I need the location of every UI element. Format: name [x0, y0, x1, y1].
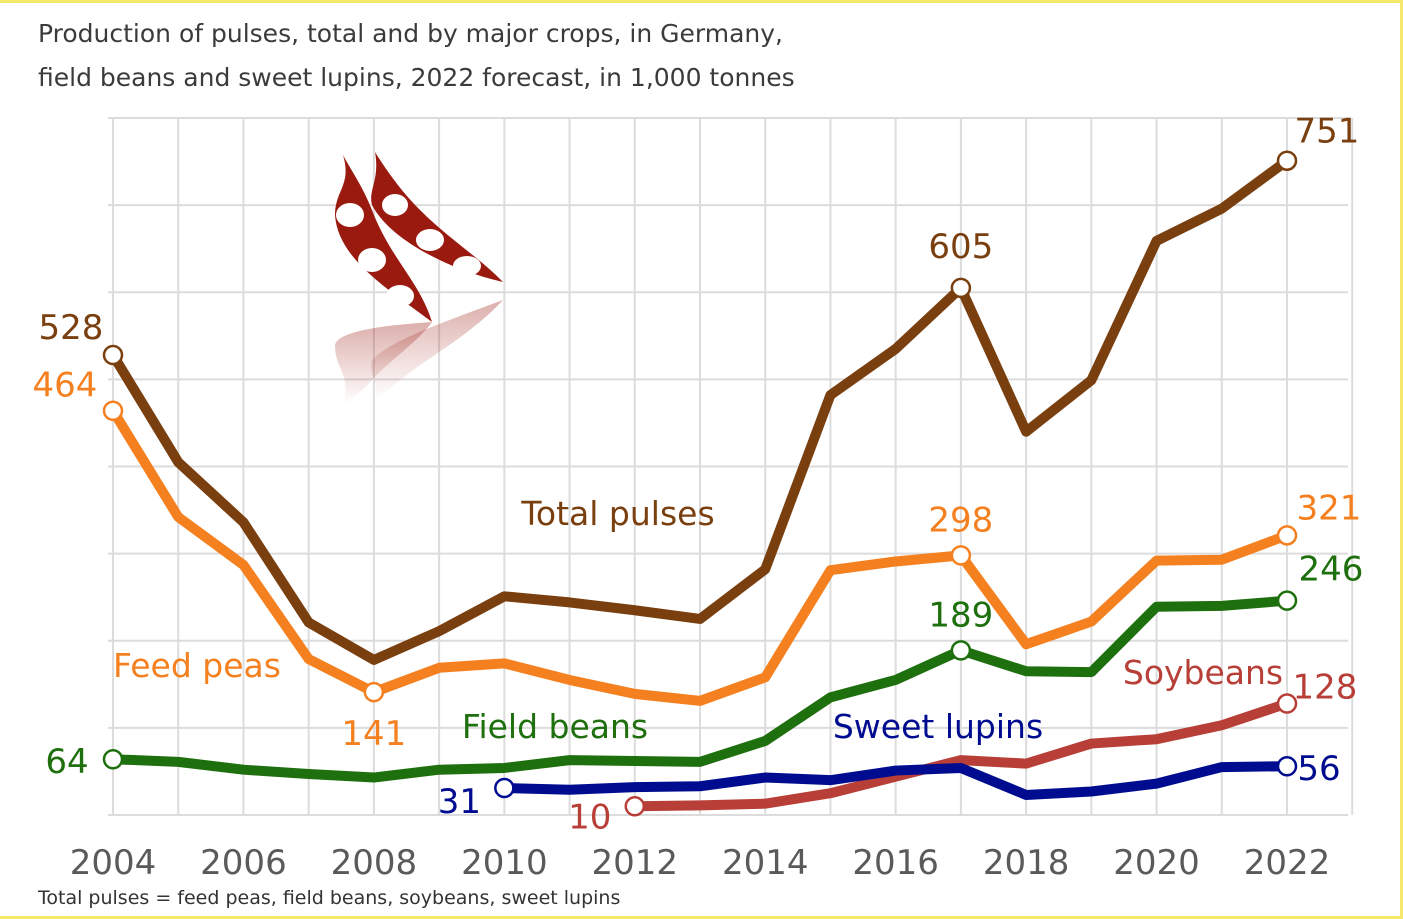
marker-soybeans	[1276, 693, 1298, 714]
chart-grid	[108, 117, 1354, 816]
data-label-soybeans: 10	[568, 797, 611, 837]
data-label-feed-peas: 298	[928, 500, 993, 540]
series-name-soybeans: Soybeans	[1123, 653, 1283, 692]
x-tick-label: 2008	[331, 843, 418, 883]
marker-soybeans	[624, 796, 646, 817]
x-tick-label: 2010	[461, 843, 548, 883]
marker-feed-peas	[102, 400, 124, 421]
marker-field-beans	[1276, 590, 1298, 611]
data-label-feed-peas: 321	[1297, 488, 1362, 528]
data-label-feed-peas: 464	[33, 366, 98, 406]
x-tick-label: 2020	[1113, 843, 1200, 883]
series-line-soybeans	[629, 698, 1292, 812]
x-tick-label: 2006	[200, 843, 287, 883]
data-label-soybeans: 128	[1293, 667, 1358, 707]
series-name-field-beans: Field beans	[462, 707, 648, 746]
series-name-total-pulses: Total pulses	[520, 494, 714, 533]
bean-pods-icon	[335, 152, 503, 405]
x-tick-label: 2018	[983, 843, 1070, 883]
marker-field-beans	[102, 748, 124, 770]
data-label-feed-peas: 141	[341, 714, 406, 754]
data-label-sweet-lupins: 56	[1297, 749, 1340, 789]
bottom-border	[0, 916, 1403, 919]
marker-total-pulses	[102, 344, 124, 366]
x-tick-label: 2022	[1244, 843, 1331, 883]
x-tick-label: 2004	[70, 843, 157, 883]
data-label-field-beans: 64	[45, 742, 88, 782]
chart-title-line-2: field beans and sweet lupins, 2022 forec…	[38, 63, 795, 92]
data-label-field-beans: 189	[928, 595, 993, 635]
x-tick-label: 2012	[592, 843, 679, 883]
series-line-sweet-lupins	[499, 761, 1292, 800]
marker-feed-peas	[363, 681, 385, 703]
marker-sweet-lupins	[494, 777, 515, 799]
chart-title-line-1: Production of pulses, total and by major…	[38, 19, 783, 48]
marker-feed-peas	[950, 545, 972, 566]
marker-feed-peas	[1276, 525, 1298, 546]
right-border	[1400, 0, 1403, 919]
x-tick-label: 2016	[852, 843, 939, 883]
footnote: Total pulses = feed peas, field beans, s…	[38, 887, 621, 909]
data-label-total-pulses: 605	[928, 227, 993, 267]
marker-total-pulses	[950, 277, 972, 299]
data-label-sweet-lupins: 31	[438, 782, 481, 822]
x-axis-ticks: 2004 2006 2008 2010 2012 2014 2016 2018 2020 2022	[70, 843, 1331, 883]
data-label-total-pulses: 528	[39, 308, 104, 348]
data-label-field-beans: 246	[1299, 550, 1364, 590]
series-name-sweet-lupins: Sweet lupins	[833, 707, 1043, 746]
series-lines	[108, 155, 1292, 812]
series-name-feed-peas: Feed peas	[113, 646, 281, 685]
x-tick-label: 2014	[722, 843, 809, 883]
marker-field-beans	[950, 640, 972, 661]
series-line-total-pulses	[108, 155, 1292, 665]
series-labels: 10 128 Soybeans 31 56 Sweet lupins 64 189 246 Fie…	[33, 112, 1364, 838]
data-label-total-pulses: 751	[1295, 112, 1360, 152]
series-line-feed-peas	[108, 405, 1292, 706]
chart-title: Production of pulses, total and by major…	[38, 12, 1038, 100]
marker-total-pulses	[1276, 150, 1298, 171]
marker-sweet-lupins	[1276, 755, 1298, 777]
series-markers	[102, 150, 1298, 817]
series-line-field-beans	[108, 595, 1292, 783]
top-border	[0, 0, 1403, 3]
